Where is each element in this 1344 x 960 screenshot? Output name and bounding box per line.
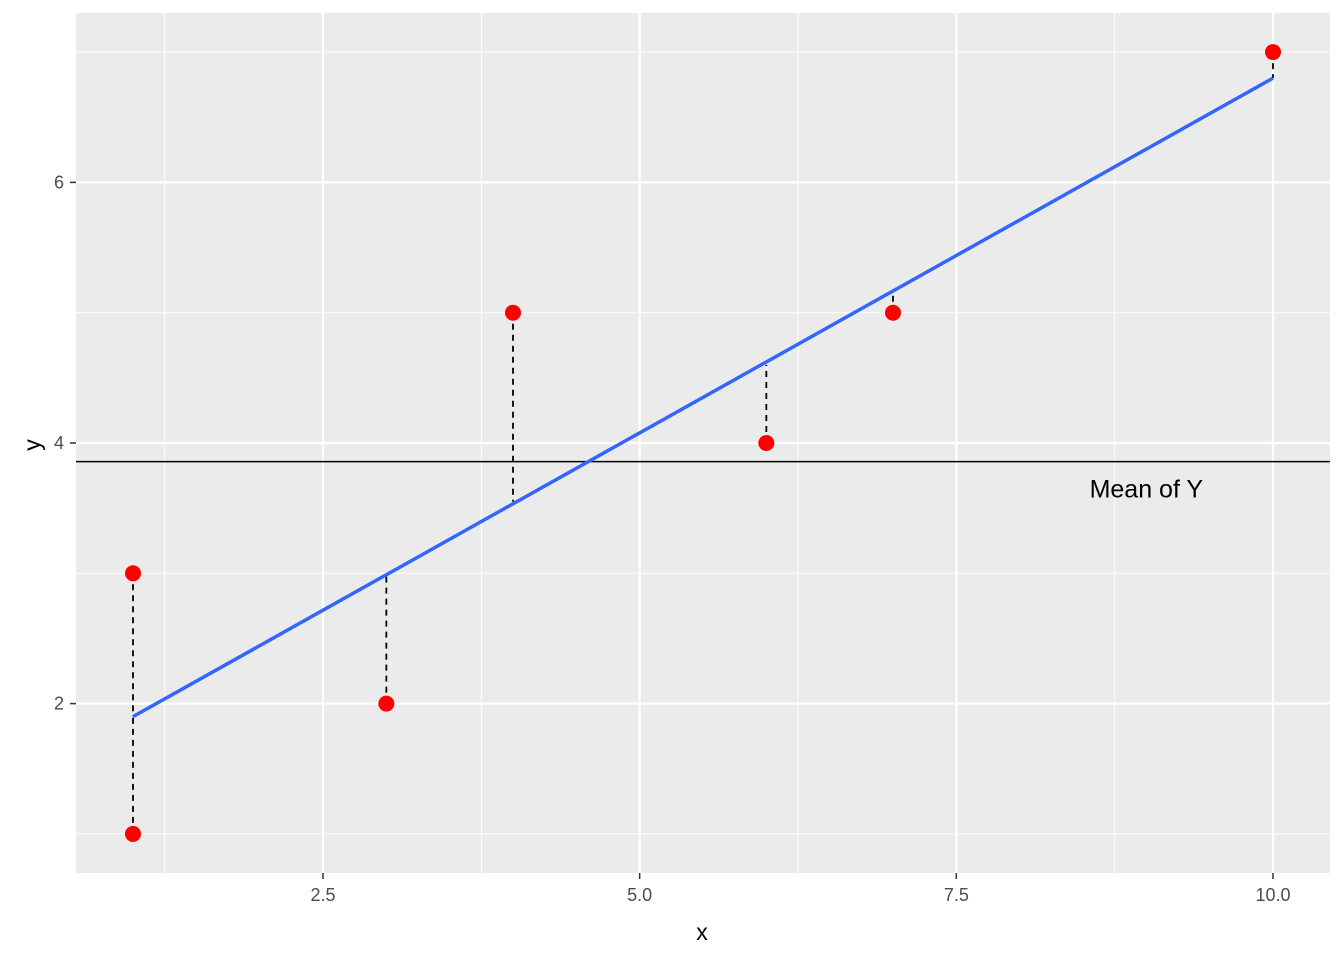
x-tick-label: 2.5 — [310, 885, 335, 905]
regression-line — [132, 76, 1274, 719]
y-tick-label: 6 — [54, 172, 64, 192]
data-point — [885, 304, 901, 321]
data-points — [125, 44, 1281, 842]
y-axis-title: y — [19, 439, 45, 451]
y-tick-label: 2 — [54, 694, 64, 714]
data-point — [125, 565, 141, 582]
data-point — [125, 825, 141, 842]
data-point — [1265, 44, 1281, 61]
x-tick-label: 5.0 — [627, 885, 652, 905]
data-point — [505, 304, 521, 321]
major-gridlines — [76, 13, 1330, 873]
x-axis-title: x — [696, 919, 708, 945]
mean-of-y-label: Mean of Y — [1090, 476, 1204, 504]
data-point — [758, 435, 775, 451]
y-tick-label: 4 — [54, 433, 64, 453]
x-axis: 2.5 5.0 7.5 10.0 — [310, 873, 1291, 905]
data-point — [378, 695, 395, 712]
x-tick-label: 10.0 — [1255, 885, 1290, 905]
x-tick-label: 7.5 — [944, 885, 969, 905]
y-axis: 2 4 6 — [54, 172, 76, 714]
